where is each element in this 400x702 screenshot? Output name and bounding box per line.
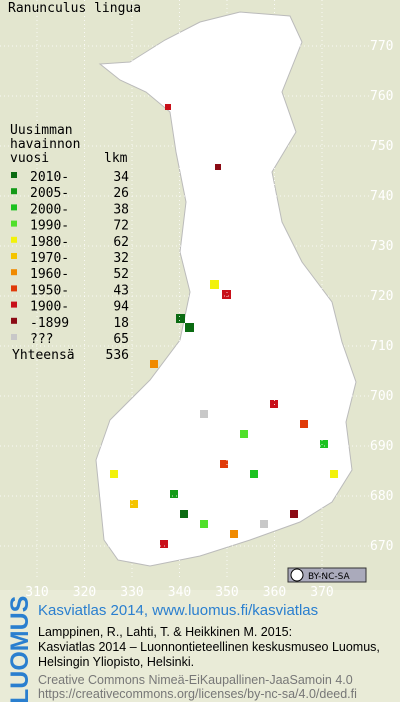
east-label: 370 — [310, 585, 333, 600]
logo: LUOMUS — [6, 596, 34, 702]
east-label: 360 — [263, 585, 286, 600]
north-label: 770 — [370, 39, 393, 54]
legend-count: 52 — [113, 267, 129, 282]
citation-line: Kasviatlas 2014 – Luonnontieteellinen ke… — [38, 640, 380, 654]
citation-line: Helsingin Yliopisto, Helsinki. — [38, 655, 194, 669]
north-label: 750 — [370, 139, 393, 154]
legend-label: 1990- — [30, 219, 69, 234]
east-label: 310 — [25, 585, 48, 600]
license-line: https://creativecommons.org/licenses/by-… — [38, 687, 357, 701]
legend-total: 536 — [106, 348, 129, 363]
legend-swatch — [11, 301, 17, 308]
north-label: 760 — [370, 89, 393, 104]
legend-label: ??? — [30, 332, 53, 347]
legend-count: 26 — [113, 186, 129, 201]
legend-label: 1960- — [30, 267, 69, 282]
legend-label: 2005- — [30, 186, 69, 201]
east-label: 340 — [168, 585, 191, 600]
east-label: 330 — [120, 585, 143, 600]
map-title: Ranunculus lingua — [8, 1, 141, 16]
legend-swatch — [11, 220, 17, 227]
legend-count: 38 — [113, 202, 129, 217]
north-label: 740 — [370, 189, 393, 204]
legend-count: 65 — [113, 332, 129, 347]
legend-total-label: Yhteensä — [12, 348, 75, 363]
legend-label: 2010- — [30, 170, 69, 185]
legend-swatch — [11, 317, 17, 324]
legend-heading: Uusimman — [10, 123, 73, 138]
legend-count: 72 — [113, 219, 129, 234]
legend-swatch — [11, 236, 17, 243]
north-label: 680 — [370, 489, 393, 504]
legend-count: 34 — [113, 170, 129, 185]
north-label: 700 — [370, 389, 393, 404]
footer-heading: Kasviatlas 2014, www.luomus.fi/kasviatla… — [38, 602, 318, 619]
legend-swatch — [11, 204, 17, 211]
legend-heading: vuosi — [10, 151, 49, 166]
north-label: 690 — [370, 439, 393, 454]
east-label: 320 — [73, 585, 96, 600]
legend-label: 1970- — [30, 251, 69, 266]
legend-label: -1899 — [30, 316, 69, 331]
legend-swatch — [11, 253, 17, 259]
occurrence-squares — [110, 104, 338, 548]
finland-outline — [95, 11, 357, 567]
legend-swatch — [11, 269, 17, 276]
legend-swatch — [11, 172, 17, 178]
legend-label: 1980- — [30, 235, 69, 250]
license-badge: BY-NC-SA — [287, 567, 367, 583]
legend-count: 94 — [113, 300, 129, 315]
legend-swatch — [11, 285, 17, 292]
citation-line: Lamppinen, R., Lahti, T. & Heikkinen M. … — [38, 625, 292, 639]
legend-label: 2000- — [30, 202, 69, 217]
license-line: Creative Commons Nimeä-EiKaupallinen-Jaa… — [38, 673, 353, 687]
legend-count: 32 — [113, 251, 129, 266]
legend-heading: havainnon — [10, 137, 80, 152]
legend-label: 1900- — [30, 300, 69, 315]
legend-count: 18 — [113, 316, 129, 331]
legend-swatch — [11, 188, 17, 195]
legend-swatch — [11, 334, 17, 340]
north-label: 710 — [370, 339, 393, 354]
north-label: 730 — [370, 239, 393, 254]
east-label: 350 — [215, 585, 238, 600]
legend-count: 43 — [113, 283, 129, 298]
legend-label: 1950- — [30, 283, 69, 298]
legend-count: 62 — [113, 235, 129, 250]
north-label: 670 — [370, 539, 393, 554]
badge-text: BY-NC-SA — [308, 572, 351, 582]
legend-count-heading: lkm — [104, 151, 128, 166]
north-label: 720 — [370, 289, 393, 304]
